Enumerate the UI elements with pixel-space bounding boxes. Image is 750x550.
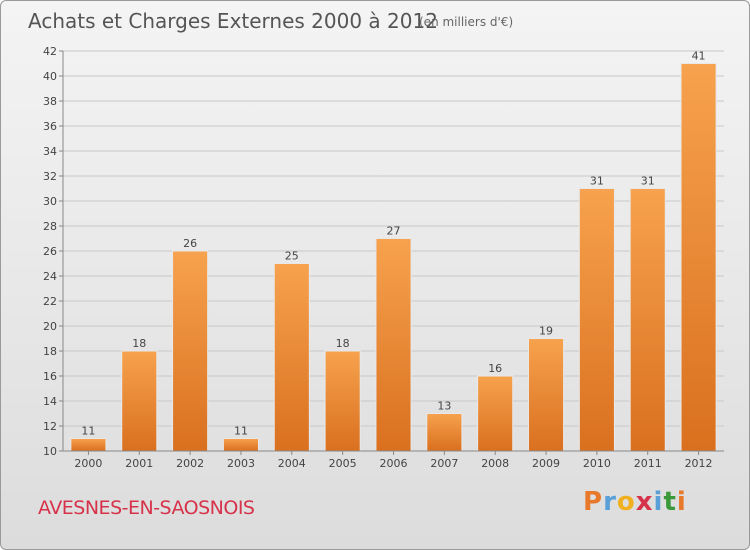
logo-letter: t: [663, 487, 677, 517]
x-tick-label: 2009: [532, 457, 560, 470]
x-tick-label: 2001: [125, 457, 153, 470]
x-tick-label: 2004: [278, 457, 306, 470]
y-tick-label: 38: [43, 95, 57, 108]
bar: [426, 413, 463, 452]
bar: [527, 338, 565, 452]
y-tick-label: 28: [43, 220, 57, 233]
y-tick-label: 30: [43, 195, 57, 208]
x-tick-label: 2007: [430, 457, 458, 470]
data-label: 13: [437, 400, 451, 413]
x-tick-label: 2011: [634, 457, 662, 470]
logo-letter: i: [676, 487, 687, 517]
bar: [477, 375, 514, 452]
logo-letter: x: [635, 487, 654, 517]
x-tick-label: 2005: [329, 457, 357, 470]
data-label: 19: [539, 325, 553, 338]
bar: [172, 250, 209, 452]
data-label: 18: [132, 337, 146, 350]
bar: [578, 188, 615, 452]
x-tick-label: 2000: [74, 457, 102, 470]
bar: [273, 263, 310, 452]
y-tick-label: 16: [43, 370, 57, 383]
y-tick-label: 32: [43, 170, 57, 183]
x-tick-label: 2006: [380, 457, 408, 470]
data-label: 41: [692, 50, 706, 63]
data-label: 18: [336, 337, 350, 350]
y-tick-label: 40: [43, 70, 57, 83]
y-tick-label: 10: [43, 445, 57, 458]
logo-letter: P: [583, 487, 604, 517]
y-tick-label: 22: [43, 295, 57, 308]
bar: [324, 350, 361, 452]
x-tick-label: 2002: [176, 457, 204, 470]
bar: [222, 438, 260, 452]
bar: [375, 238, 412, 452]
data-label: 16: [488, 362, 502, 375]
x-tick-label: 2010: [583, 457, 611, 470]
chart-subtitle: (en milliers d'€): [419, 15, 514, 29]
data-label: 25: [285, 250, 299, 263]
y-tick-label: 12: [43, 420, 57, 433]
x-tick-label: 2008: [481, 457, 509, 470]
logo-letter: i: [653, 487, 664, 517]
y-tick-label: 14: [43, 395, 57, 408]
x-tick-label: 2012: [685, 457, 713, 470]
data-label: 11: [81, 425, 95, 438]
y-tick-label: 18: [43, 345, 57, 358]
data-label: 31: [641, 175, 655, 188]
commune-name: AVESNES-EN-SAOSNOIS: [38, 497, 255, 519]
bar: [70, 438, 107, 452]
chart-title: Achats et Charges Externes 2000 à 2012: [28, 9, 438, 33]
y-tick-label: 20: [43, 320, 57, 333]
y-tick-label: 36: [43, 120, 57, 133]
y-tick-label: 26: [43, 245, 57, 258]
x-tick-label: 2003: [227, 457, 255, 470]
y-tick-label: 42: [43, 45, 57, 58]
data-label: 11: [234, 425, 248, 438]
y-tick-label: 34: [43, 145, 57, 158]
data-label: 27: [387, 225, 401, 238]
data-label: 31: [590, 175, 604, 188]
y-tick-label: 24: [43, 270, 57, 283]
data-label: 26: [183, 237, 197, 250]
logo-letter: o: [616, 487, 636, 517]
bar: [629, 188, 666, 452]
logo-letter: r: [603, 487, 617, 517]
bar: [680, 63, 717, 452]
bar: [121, 350, 158, 452]
proxiti-logo: Proxiti: [583, 487, 687, 517]
